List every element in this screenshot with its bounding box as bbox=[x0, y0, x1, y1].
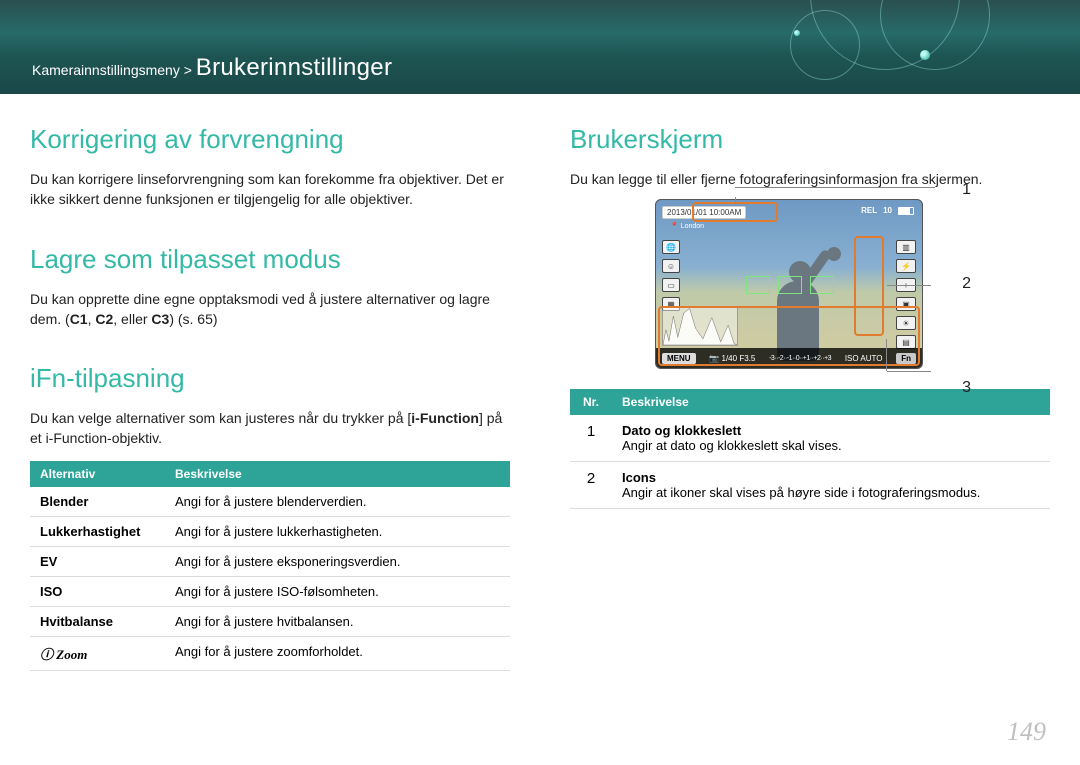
page-header: Kamerainnstillingsmeny > Brukerinnstilli… bbox=[0, 0, 1080, 94]
table-row: 1 Dato og klokkeslettAngir at dato og kl… bbox=[570, 415, 1050, 462]
af-point bbox=[810, 276, 834, 294]
right-column: Brukerskjerm Du kan legge til eller fjer… bbox=[570, 124, 1050, 705]
section-custom-mode: Lagre som tilpasset modus Du kan opprett… bbox=[30, 244, 510, 330]
lcd-bottom-bar: MENU 📷 1/40 F3.5 -3··-2··-1··0··+1··+2··… bbox=[656, 348, 922, 368]
af-point bbox=[746, 276, 770, 294]
lcd-location: 📍London bbox=[670, 222, 704, 230]
callout-label-3: 3 bbox=[962, 379, 971, 397]
histogram bbox=[662, 306, 738, 346]
size-icon: ▭ bbox=[662, 278, 680, 292]
callout-box-2 bbox=[854, 236, 884, 336]
lcd-left-icons: 🌐 ☺ ▭ ▦ bbox=[662, 240, 680, 311]
scale-icon: ▥ bbox=[896, 240, 916, 254]
camera-lcd-mock: 2013/01/01 10:00AM 📍London REL 10 🌐 ☺ ▭ … bbox=[655, 199, 923, 369]
fn-button: Fn bbox=[896, 353, 916, 364]
lcd-datetime: 2013/01/01 10:00AM bbox=[662, 206, 746, 219]
ifn-table: Alternativ Beskrivelse BlenderAngi for å… bbox=[30, 461, 510, 671]
flash-icon: ⚡ bbox=[896, 259, 916, 273]
section-ifn: iFn-tilpasning Du kan velge alternativer… bbox=[30, 363, 510, 671]
header-decoration bbox=[730, 0, 990, 94]
exposure-scale: -3··-2··-1··0··+1··+2··+3 bbox=[769, 355, 831, 362]
face-icon: ☺ bbox=[662, 259, 680, 273]
section-heading: Korrigering av forvrengning bbox=[30, 124, 510, 155]
left-column: Korrigering av forvrengning Du kan korri… bbox=[30, 124, 510, 705]
subject-silhouette bbox=[745, 231, 855, 361]
section-heading: Lagre som tilpasset modus bbox=[30, 244, 510, 275]
table-row: LukkerhastighetAngi for å justere lukker… bbox=[30, 516, 510, 546]
breadcrumb: Kamerainnstillingsmeny > Brukerinnstilli… bbox=[32, 54, 392, 82]
section-heading: iFn-tilpasning bbox=[30, 363, 510, 394]
callout-table: Nr. Beskrivelse 1 Dato og klokkeslettAng… bbox=[570, 389, 1050, 509]
metering-icon: ▤ bbox=[896, 335, 916, 349]
breadcrumb-prefix: Kamerainnstillingsmeny > bbox=[32, 62, 196, 78]
table-row: HvitbalanseAngi for å justere hvitbalans… bbox=[30, 606, 510, 636]
section-distortion: Korrigering av forvrengning Du kan korri… bbox=[30, 124, 510, 210]
section-body: Du kan opprette dine egne opptaksmodi ve… bbox=[30, 289, 510, 330]
page-content: Korrigering av forvrengning Du kan korri… bbox=[0, 94, 1080, 705]
callout-label-2: 2 bbox=[962, 275, 971, 293]
table-row: ISOAngi for å justere ISO-følsomheten. bbox=[30, 576, 510, 606]
lcd-iso: ISO AUTO bbox=[845, 354, 883, 363]
af-icon: ▣ bbox=[896, 297, 916, 311]
table-header: Nr. bbox=[570, 389, 612, 415]
table-header: Beskrivelse bbox=[165, 461, 510, 487]
section-heading: Brukerskjerm bbox=[570, 124, 1050, 155]
table-header: Beskrivelse bbox=[612, 389, 1050, 415]
breadcrumb-title: Brukerinnstillinger bbox=[196, 54, 392, 81]
menu-button: MENU bbox=[662, 353, 696, 364]
af-point bbox=[778, 276, 802, 294]
table-row: 2 IconsAngir at ikoner skal vises på høy… bbox=[570, 462, 1050, 509]
lcd-shutter: 📷 1/40 F3.5 bbox=[709, 354, 755, 363]
wb-icon: ☀ bbox=[896, 316, 916, 330]
table-row: BlenderAngi for å justere blenderverdien… bbox=[30, 487, 510, 517]
table-header: Alternativ bbox=[30, 461, 165, 487]
ifn-table-body: BlenderAngi for å justere blenderverdien… bbox=[30, 487, 510, 671]
section-body: Du kan korrigere linseforvrengning som k… bbox=[30, 169, 510, 210]
battery-icon bbox=[898, 207, 914, 215]
table-row: ⓘ ZoomAngi for å justere zoomforholdet. bbox=[30, 636, 510, 670]
lcd-status-right: REL 10 bbox=[861, 206, 914, 215]
section-body: Du kan legge til eller fjerne fotografer… bbox=[570, 169, 1050, 189]
user-display-figure: 2013/01/01 10:00AM 📍London REL 10 🌐 ☺ ▭ … bbox=[655, 199, 965, 369]
table-row: EVAngi for å justere eksponeringsverdien… bbox=[30, 546, 510, 576]
callout-label-1: 1 bbox=[962, 181, 971, 199]
page-number: 149 bbox=[1007, 717, 1046, 747]
lcd-right-icons: ▥ ⚡ + ▣ ☀ ▤ bbox=[896, 240, 916, 349]
mode-icon: 🌐 bbox=[662, 240, 680, 254]
section-body: Du kan velge alternativer som kan juster… bbox=[30, 408, 510, 449]
